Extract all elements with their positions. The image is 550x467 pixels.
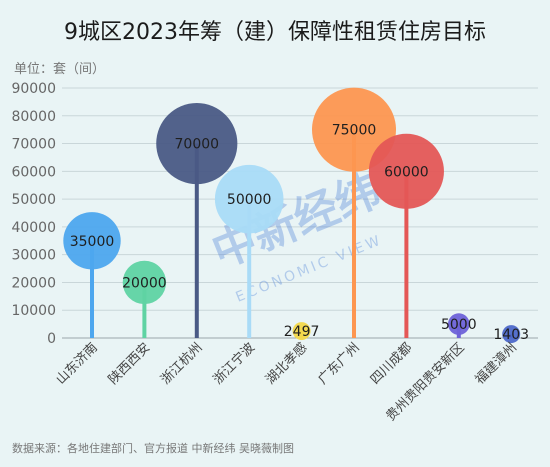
source-note: 数据来源：各地住建部门、官方报道 中新经纬 吴晓薇制图 xyxy=(12,442,294,455)
data-label: 60000 xyxy=(384,164,429,180)
data-label: 1403 xyxy=(493,327,529,343)
unit-label: 单位：套（间） xyxy=(14,62,106,77)
x-tick-label: 四川成都 xyxy=(368,340,415,387)
y-tick-label: 20000 xyxy=(11,275,56,291)
x-tick-label: 山东济南 xyxy=(53,340,101,388)
x-tick-label: 福建漳州 xyxy=(472,340,520,388)
y-tick-label: 90000 xyxy=(11,81,56,97)
y-tick-label: 80000 xyxy=(11,109,56,125)
chart-title: 9城区2023年筹（建）保障性租赁住房目标 xyxy=(64,20,486,45)
x-tick-label: 浙江宁波 xyxy=(210,340,258,388)
y-tick-label: 10000 xyxy=(11,303,56,319)
data-label: 70000 xyxy=(175,137,220,153)
y-tick-label: 70000 xyxy=(11,137,56,153)
data-label: 20000 xyxy=(122,275,167,291)
bubble xyxy=(122,260,167,305)
y-tick-label: 60000 xyxy=(11,164,56,180)
y-tick-label: 40000 xyxy=(11,220,56,236)
y-tick-label: 30000 xyxy=(11,248,56,264)
bubble xyxy=(312,87,396,172)
data-label: 2497 xyxy=(284,324,320,340)
bubble xyxy=(214,164,284,234)
data-label: 50000 xyxy=(227,192,272,208)
bubble xyxy=(63,212,121,270)
data-label: 75000 xyxy=(332,123,377,139)
y-tick-label: 50000 xyxy=(11,192,56,208)
y-tick-label: 0 xyxy=(47,331,56,347)
data-label: 35000 xyxy=(70,234,115,250)
x-tick-label: 湖北孝感 xyxy=(262,340,310,388)
bubble xyxy=(502,325,521,344)
bubble xyxy=(368,133,444,209)
bubble xyxy=(447,313,470,335)
x-tick-label: 广东广州 xyxy=(315,340,362,387)
x-tick-label: 浙江杭州 xyxy=(158,340,205,387)
bubble xyxy=(292,322,311,341)
x-tick-label: 陕西西安 xyxy=(106,340,153,387)
bubble xyxy=(156,102,238,185)
data-label: 5000 xyxy=(441,317,477,333)
